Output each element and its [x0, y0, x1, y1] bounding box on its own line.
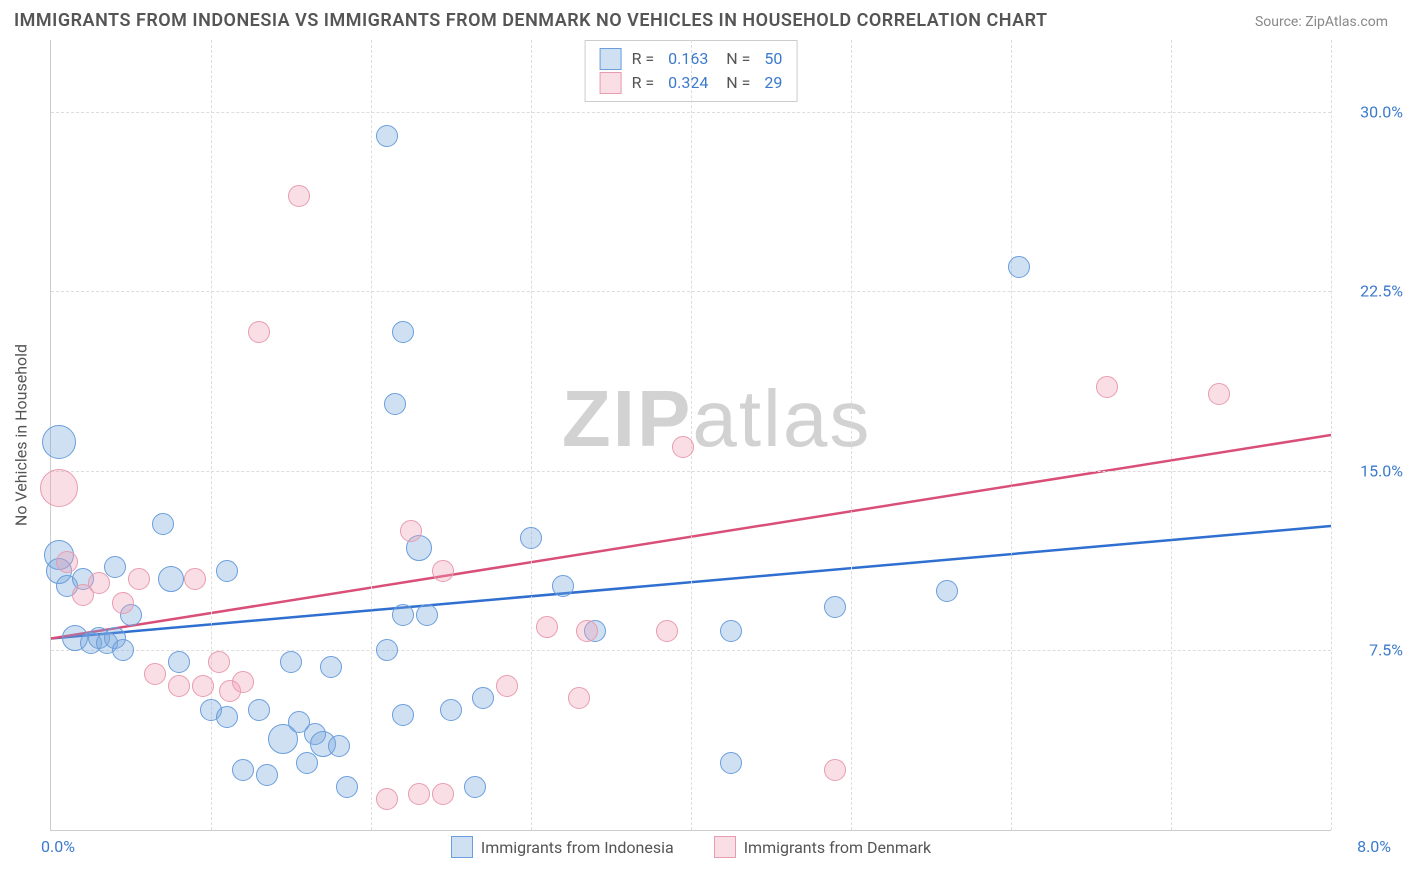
legend-label-denmark: Immigrants from Denmark [744, 838, 931, 857]
data-point [112, 592, 134, 614]
data-point [376, 639, 398, 661]
data-point [232, 759, 254, 781]
swatch-indonesia-icon [451, 836, 473, 858]
data-point [376, 125, 398, 147]
data-point [158, 566, 184, 592]
data-point [168, 651, 190, 673]
data-point [536, 616, 558, 638]
data-point [152, 513, 174, 535]
data-point [400, 520, 422, 542]
data-point [104, 556, 126, 578]
data-point [144, 663, 166, 685]
data-point [472, 687, 494, 709]
data-point [720, 620, 742, 642]
source-label: Source: ZipAtlas.com [1255, 14, 1388, 30]
data-point [568, 687, 590, 709]
data-point [216, 706, 238, 728]
grid-v [1011, 40, 1012, 830]
data-point [408, 783, 430, 805]
grid-v [1331, 40, 1332, 830]
data-point [288, 185, 310, 207]
data-point [112, 639, 134, 661]
legend-item-denmark: Immigrants from Denmark [714, 836, 931, 858]
data-point [496, 675, 518, 697]
legend-label-indonesia: Immigrants from Indonesia [481, 838, 674, 857]
data-point [824, 596, 846, 618]
swatch-denmark [600, 72, 622, 94]
data-point [256, 764, 278, 786]
data-point [168, 675, 190, 697]
n-value-denmark: 29 [764, 71, 782, 95]
data-point [384, 393, 406, 415]
watermark: ZIPatlas [562, 373, 871, 465]
swatch-indonesia [600, 48, 622, 70]
data-point [184, 568, 206, 590]
chart-container: IMMIGRANTS FROM INDONESIA VS IMMIGRANTS … [0, 0, 1406, 892]
data-point [392, 704, 414, 726]
y-tick: 22.5% [1343, 282, 1403, 301]
data-point [216, 560, 238, 582]
data-point [672, 436, 694, 458]
data-point [656, 620, 678, 642]
data-point [248, 321, 270, 343]
legend-item-indonesia: Immigrants from Indonesia [451, 836, 674, 858]
grid-v [691, 40, 692, 830]
watermark-rest: atlas [692, 374, 871, 463]
grid-v [531, 40, 532, 830]
data-point [576, 620, 598, 642]
data-point [936, 580, 958, 602]
data-point [1008, 256, 1030, 278]
data-point [232, 671, 254, 693]
data-point [1208, 383, 1230, 405]
plot-area: No Vehicles in Household ZIPatlas R = 0.… [50, 40, 1331, 831]
data-point [40, 469, 78, 507]
data-point [208, 651, 230, 673]
data-point [88, 572, 110, 594]
data-point [824, 759, 846, 781]
y-axis-label: No Vehicles in Household [12, 344, 31, 526]
data-point [248, 699, 270, 721]
grid-v [371, 40, 372, 830]
data-point [328, 735, 350, 757]
data-point [416, 604, 438, 626]
data-point [336, 776, 358, 798]
n-value-indonesia: 50 [764, 47, 782, 71]
data-point [280, 651, 302, 673]
x-tick-max: 8.0% [1357, 837, 1391, 856]
data-point [392, 604, 414, 626]
data-point [464, 776, 486, 798]
r-value-indonesia: 0.163 [668, 47, 708, 71]
r-value-denmark: 0.324 [668, 71, 708, 95]
y-tick: 7.5% [1343, 641, 1403, 660]
data-point [392, 321, 414, 343]
data-point [432, 560, 454, 582]
data-point [720, 752, 742, 774]
chart-title: IMMIGRANTS FROM INDONESIA VS IMMIGRANTS … [14, 10, 1048, 31]
y-tick: 30.0% [1343, 102, 1403, 121]
data-point [376, 788, 398, 810]
data-point [128, 568, 150, 590]
data-point [520, 527, 542, 549]
data-point [432, 783, 454, 805]
data-point [42, 425, 76, 459]
y-tick: 15.0% [1343, 461, 1403, 480]
grid-v [1171, 40, 1172, 830]
swatch-denmark-icon [714, 836, 736, 858]
data-point [320, 656, 342, 678]
data-point [552, 575, 574, 597]
data-point [56, 551, 78, 573]
data-point [296, 752, 318, 774]
data-point [1096, 376, 1118, 398]
series-legend: Immigrants from Indonesia Immigrants fro… [51, 836, 1331, 858]
data-point [440, 699, 462, 721]
grid-v [851, 40, 852, 830]
data-point [192, 675, 214, 697]
